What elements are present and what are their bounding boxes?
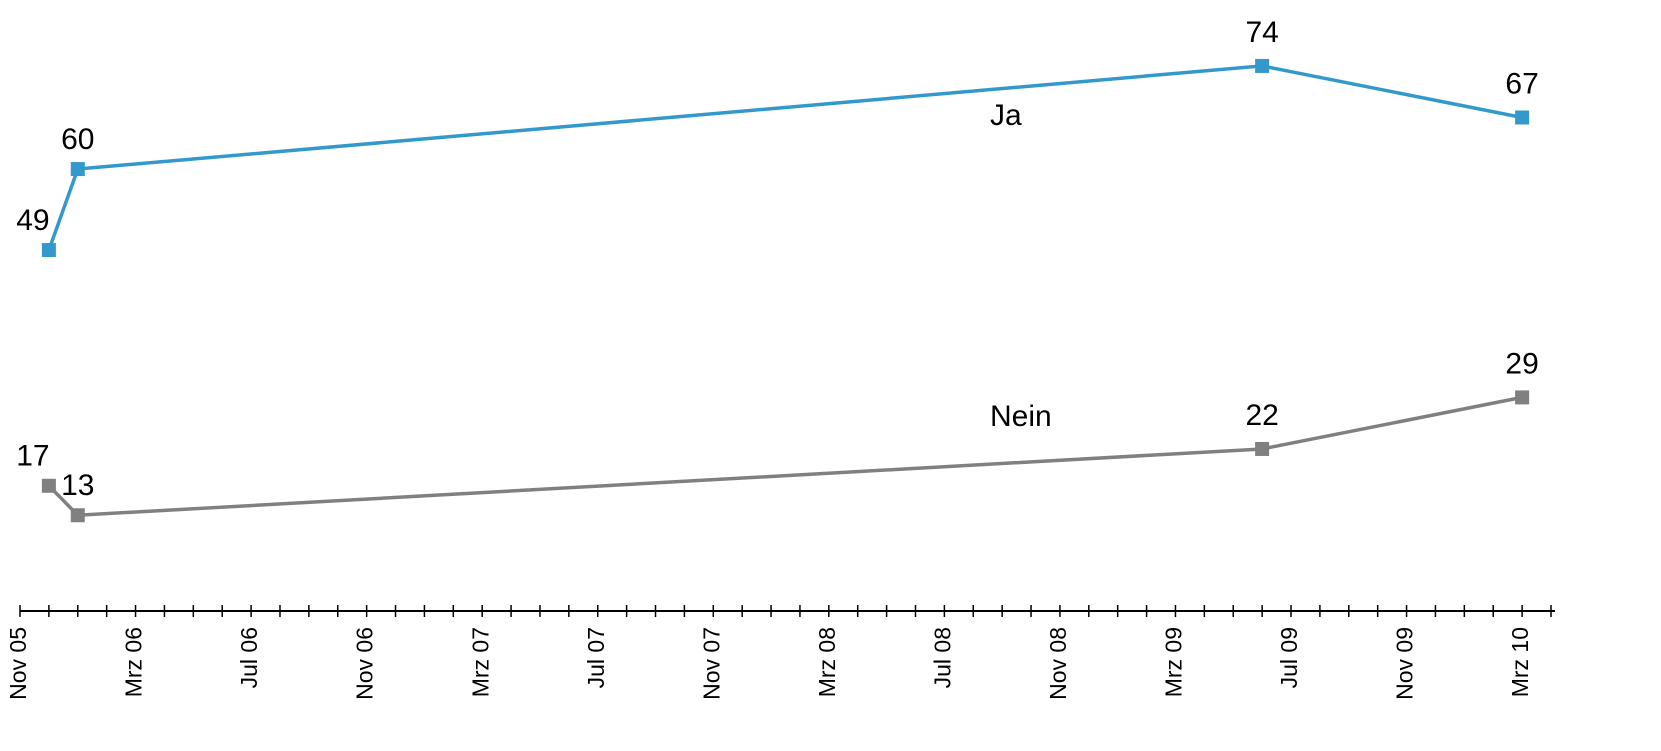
series-label: Nein	[990, 400, 1052, 433]
x-tick-label: Mrz 10	[1507, 627, 1533, 697]
x-tick-label: Mrz 06	[121, 627, 147, 697]
marker	[1255, 441, 1270, 456]
marker	[1255, 58, 1270, 73]
x-tick-label: Mrz 09	[1161, 627, 1187, 697]
x-tick-label: Jul 06	[236, 627, 262, 688]
x-tick-label: Jul 08	[929, 627, 955, 688]
x-tick-label: Mrz 08	[814, 627, 840, 697]
data-label: 60	[61, 123, 94, 156]
x-tick-label: Nov 08	[1045, 627, 1071, 700]
marker	[70, 508, 85, 523]
x-tick-label: Nov 09	[1392, 627, 1418, 700]
marker	[70, 162, 85, 177]
data-label: 29	[1505, 347, 1538, 380]
marker	[1515, 390, 1530, 405]
x-tick-label: Nov 06	[352, 627, 378, 700]
marker	[41, 478, 56, 493]
x-tick-label: Mrz 07	[467, 627, 493, 697]
x-tick-label: Nov 07	[698, 627, 724, 700]
data-label: 22	[1245, 399, 1278, 432]
data-label: 49	[16, 204, 49, 237]
data-label: 17	[16, 440, 49, 473]
data-label: 67	[1505, 67, 1538, 100]
series-line	[47, 64, 1523, 251]
series-line	[47, 395, 1523, 518]
x-tick-label: Jul 07	[583, 627, 609, 688]
data-label: 74	[1245, 16, 1278, 49]
series-label: Ja	[990, 99, 1022, 132]
marker	[41, 243, 56, 258]
data-label: 13	[61, 469, 94, 502]
x-tick-label: Jul 09	[1276, 627, 1302, 688]
x-tick-label: Nov 05	[5, 627, 31, 700]
marker	[1515, 110, 1530, 125]
